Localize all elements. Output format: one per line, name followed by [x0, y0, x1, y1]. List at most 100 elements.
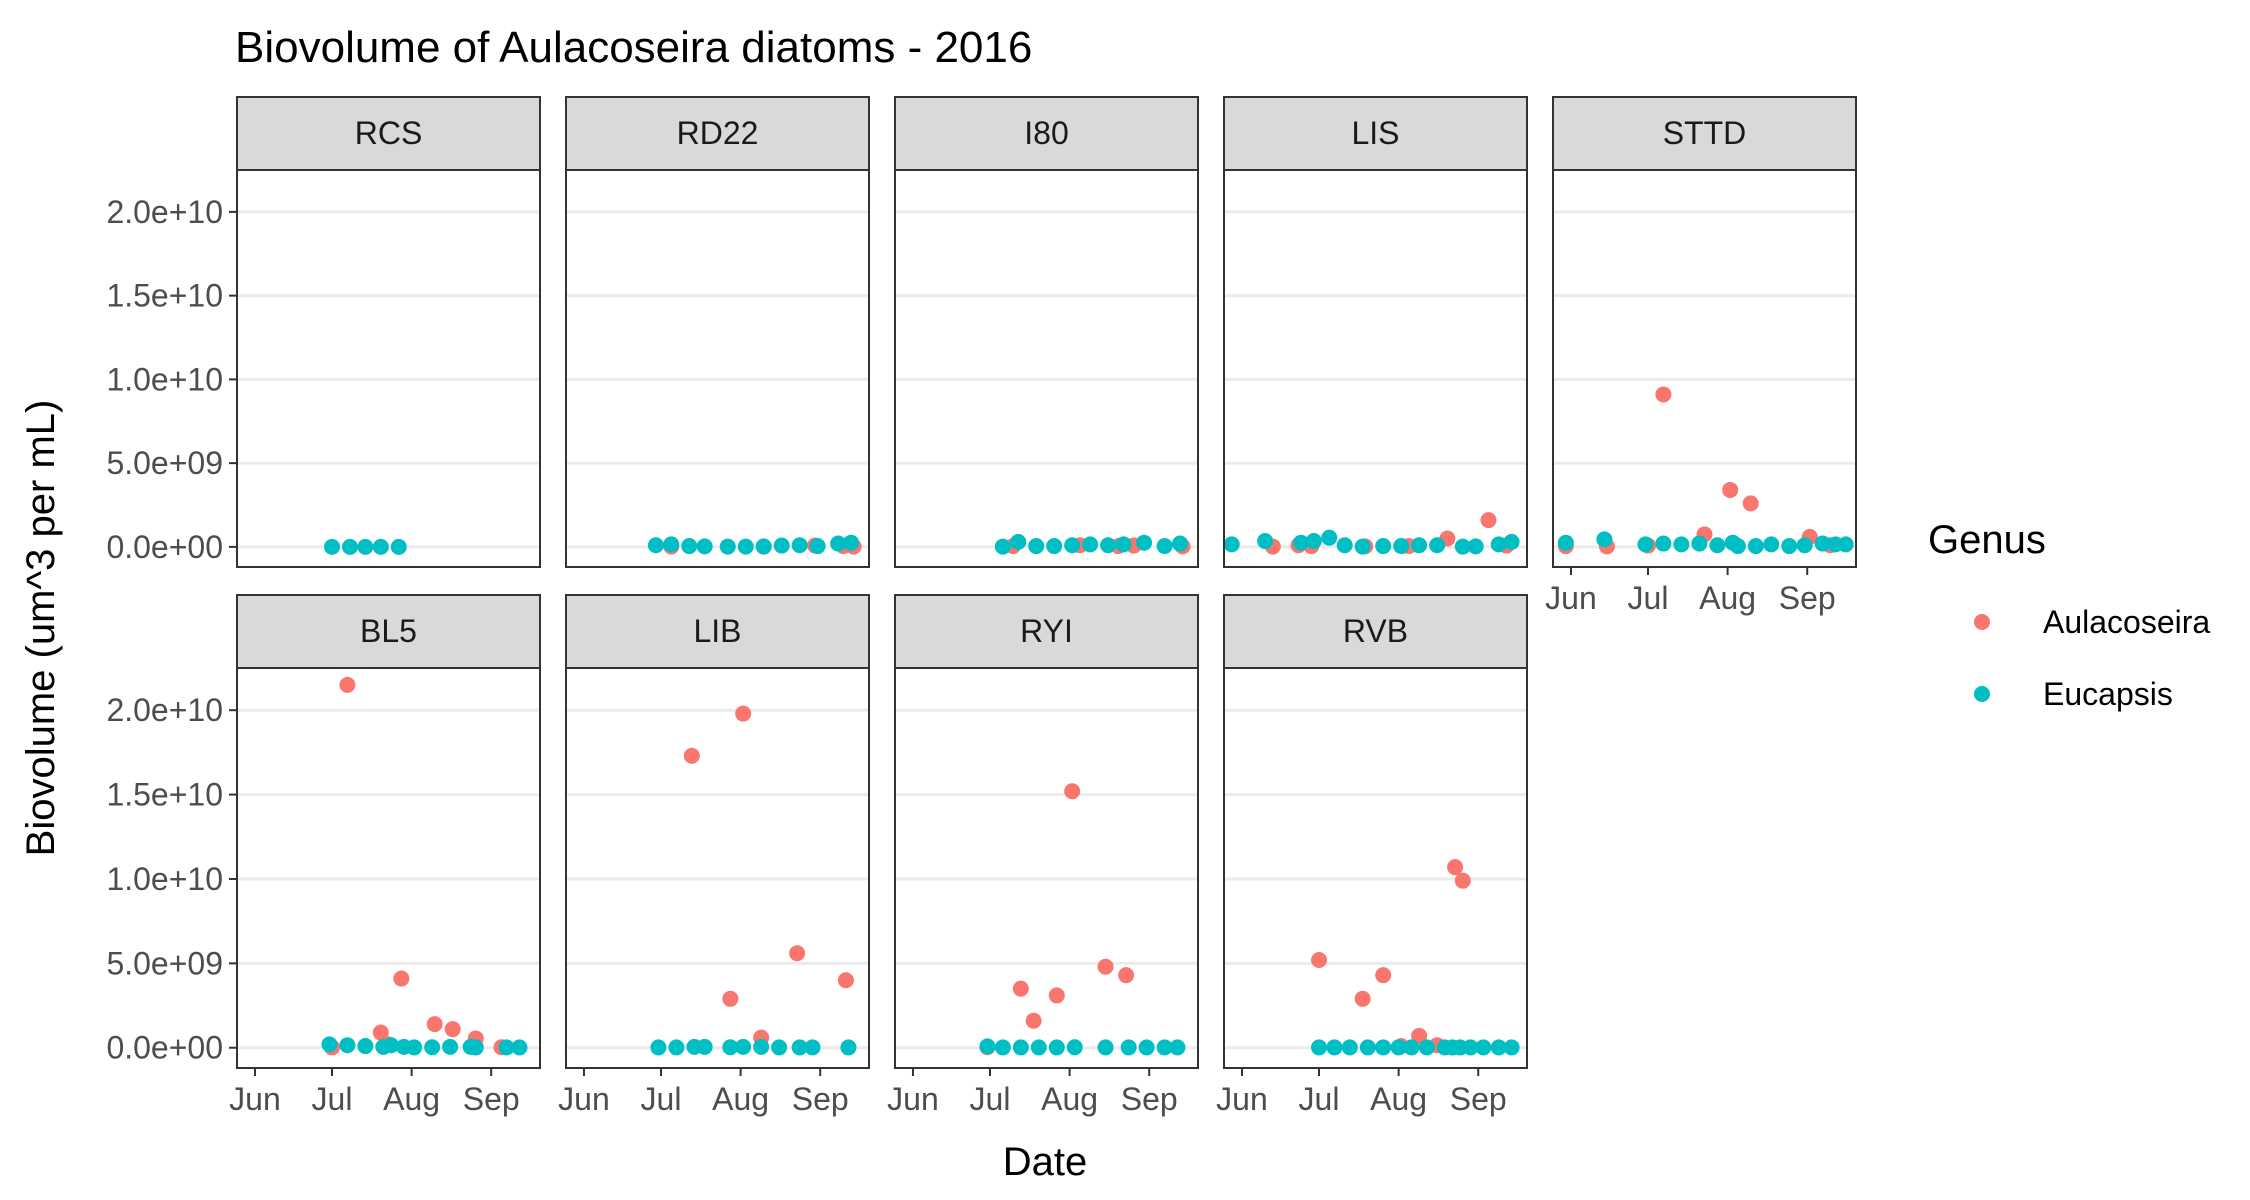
facet-strip-label: RYI	[1020, 613, 1073, 649]
x-tick-label: Sep	[1779, 580, 1836, 616]
y-tick-label: 5.0e+09	[106, 945, 223, 981]
data-point	[324, 538, 341, 555]
data-point	[1503, 533, 1520, 550]
legend-entry-label: Aulacoseira	[2043, 604, 2210, 640]
data-point	[1411, 1027, 1428, 1044]
data-point	[840, 1039, 857, 1056]
data-point	[737, 538, 754, 555]
x-tick-label: Aug	[712, 1081, 769, 1117]
data-point	[696, 1038, 713, 1055]
data-point	[683, 747, 700, 764]
data-point	[1480, 512, 1497, 529]
plot-panel	[895, 170, 1198, 567]
legend-key	[1974, 686, 1990, 702]
panel-border	[565, 169, 870, 568]
data-point	[498, 1039, 515, 1056]
facet-strip	[1552, 96, 1857, 171]
data-point	[1837, 536, 1854, 553]
facet-strip-label: RD22	[677, 115, 759, 151]
data-point	[1321, 529, 1338, 546]
data-point	[1223, 536, 1240, 553]
data-point	[681, 538, 698, 555]
facet-panels: RCS 0.0e+00 5.0e+09 1.0e+10 1.5e+10 2.0e+10 RD…	[106, 96, 1857, 1117]
x-tick-label: Jul	[970, 1081, 1011, 1117]
data-point	[339, 1037, 356, 1054]
data-point	[1709, 537, 1726, 554]
facet-strip-label: LIB	[693, 613, 741, 649]
data-point	[804, 1039, 821, 1056]
data-point	[393, 970, 410, 987]
y-tick-label: 0.0e+00	[106, 1030, 223, 1066]
data-point	[1172, 535, 1189, 552]
data-point	[1462, 1039, 1479, 1056]
data-point	[1796, 537, 1813, 554]
data-point	[1097, 1039, 1114, 1056]
y-tick-label: 0.0e+00	[106, 529, 223, 565]
facet-panel: LIS	[1223, 96, 1528, 568]
data-point	[809, 538, 826, 555]
data-point	[722, 990, 739, 1007]
data-point	[1136, 534, 1153, 551]
data-point	[1305, 533, 1322, 550]
data-point	[979, 1038, 996, 1055]
data-point	[994, 538, 1011, 555]
panel-border	[236, 667, 541, 1069]
x-tick-label: Aug	[1699, 580, 1756, 616]
data-point	[773, 537, 790, 554]
data-point	[1403, 1039, 1420, 1056]
data-point	[1082, 536, 1099, 553]
data-point	[1637, 536, 1654, 553]
data-point	[735, 1038, 752, 1055]
data-point	[735, 705, 752, 722]
data-point	[1359, 1039, 1376, 1056]
data-point	[789, 945, 806, 962]
data-point	[1156, 538, 1173, 555]
y-axis-title: Biovolume (um^3 per mL)	[19, 400, 63, 857]
data-point	[1454, 872, 1471, 889]
data-point	[755, 538, 772, 555]
facet-strip	[894, 96, 1199, 171]
data-point	[1100, 537, 1117, 554]
data-point	[1418, 1039, 1435, 1056]
data-point	[1012, 1039, 1029, 1056]
data-point	[1064, 783, 1081, 800]
legend-title: Genus	[1928, 518, 2046, 562]
data-point	[321, 1036, 338, 1053]
x-tick-label: Aug	[1041, 1081, 1098, 1117]
legend: Genus Aulacoseira Eucapsis	[1928, 518, 2210, 712]
facet-strip	[565, 594, 870, 669]
x-tick-label: Sep	[792, 1081, 849, 1117]
x-tick-label: Jun	[1216, 1081, 1268, 1117]
data-point	[1596, 531, 1613, 548]
facet-panel: RVB Jun Jul Aug Sep	[1216, 594, 1528, 1117]
facet-strip	[894, 594, 1199, 669]
data-point	[1293, 534, 1310, 551]
facet-strip	[565, 96, 870, 171]
facet-strip-label: STTD	[1663, 115, 1747, 151]
data-point	[383, 1037, 400, 1054]
data-point	[1120, 1039, 1137, 1056]
panel-border	[565, 667, 870, 1069]
facet-strip-label: RCS	[355, 115, 423, 151]
x-tick-label: Jul	[1628, 580, 1669, 616]
x-tick-label: Jul	[312, 1081, 353, 1117]
plot-panel	[237, 170, 540, 567]
data-point	[1490, 1039, 1507, 1056]
data-point	[1048, 1039, 1065, 1056]
plot-panel	[895, 668, 1198, 1068]
data-point	[1257, 533, 1274, 550]
data-point	[1066, 1039, 1083, 1056]
data-point	[650, 1039, 667, 1056]
x-tick-label: Jun	[558, 1081, 610, 1117]
data-point	[1393, 538, 1410, 555]
plot-panel	[566, 668, 869, 1068]
data-point	[357, 538, 374, 555]
data-point	[663, 536, 680, 553]
panel-border	[236, 169, 541, 568]
facet-strip-label: RVB	[1343, 613, 1408, 649]
x-axis-title: Date	[1003, 1140, 1088, 1184]
data-point	[1354, 538, 1371, 555]
data-point	[1169, 1039, 1186, 1056]
data-point	[467, 1039, 484, 1056]
